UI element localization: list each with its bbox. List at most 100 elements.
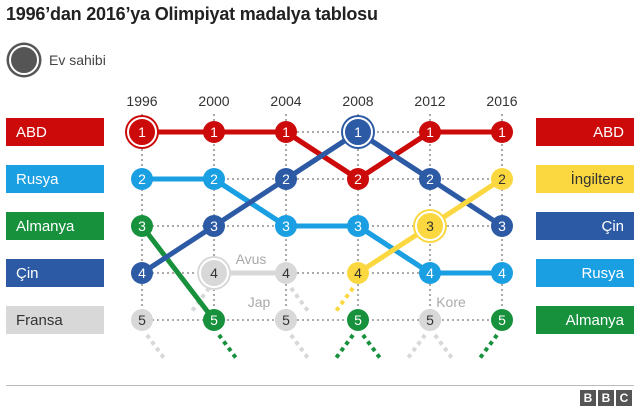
rank-point [275,262,297,284]
rank-point-label: 5 [426,312,434,328]
rank-point-label: 1 [210,124,218,140]
rank-point [419,168,441,190]
rank-point [203,309,225,331]
rank-point [275,215,297,237]
team-label-left-box [6,165,104,193]
host-ring-inner [199,258,229,288]
series-dropout-dotted [406,333,427,360]
rank-point-label: 2 [426,171,434,187]
bbc-logo: B B C [580,390,632,406]
team-label-left-box [6,259,104,287]
rank-point [491,121,513,143]
series-dropout-dotted [361,333,382,360]
rank-point-label: 5 [354,312,362,328]
rank-point [347,309,369,331]
rank-point [347,215,369,237]
country-annotation: Jap [248,294,271,310]
rank-point-label: 1 [426,124,434,140]
team-label-right: İngiltere [571,170,624,188]
chart-title: 1996’dan 2016’ya Olimpiyat madalya tablo… [6,4,378,24]
series-dropout-dotted [334,286,355,313]
host-ring-inner [415,211,445,241]
rank-point [131,309,153,331]
rank-point-label: 4 [426,265,434,281]
rank-point [131,121,153,143]
rank-point [275,168,297,190]
rank-point-label: 3 [282,218,290,234]
team-label-left: ABD [16,124,47,141]
rank-point-label: 2 [498,171,506,187]
team-label-right: Almanya [566,312,625,329]
bbc-logo-letter: C [616,390,632,406]
team-label-right: Çin [601,218,624,235]
bbc-logo-letter: B [598,390,614,406]
team-label-left-box [6,306,104,334]
rank-point-label: 4 [498,265,506,281]
team-label-right: Rusya [581,265,624,282]
medal-rank-chart: 1112112233443555432123545432544551996200… [6,93,634,360]
rank-point-label: 5 [282,312,290,328]
host-ring-icon [9,45,39,75]
rank-point-label: 5 [498,312,506,328]
series-dropout-dotted [433,333,454,360]
series-dropout-dotted [289,333,310,360]
series-dropout-dotted [289,286,310,313]
rank-point [347,262,369,284]
rank-point-label: 3 [498,218,506,234]
rank-point [203,168,225,190]
rank-point-label: 5 [210,312,218,328]
rank-point [419,121,441,143]
x-tick-label: 2004 [270,93,301,109]
rank-point-label: 2 [282,171,290,187]
team-label-right: ABD [593,124,624,141]
legend-host-label: Ev sahibi [49,52,106,68]
label-layer: 1996 2000 2004 2008 2012 2016 ABD Rusya Almanya Ç… [6,93,634,334]
point-layer: 111211223344355543212354543254455 [125,115,513,331]
rank-point [131,215,153,237]
rank-point [419,215,441,237]
series-dropout-dotted [217,333,238,360]
rank-point-label: 1 [282,124,290,140]
country-annotation: Avus [236,251,267,267]
rank-point [131,168,153,190]
rank-point-label: 5 [138,312,146,328]
x-tick-label: 2000 [198,93,229,109]
rank-point [131,262,153,284]
rank-point [275,121,297,143]
team-label-right-box [536,259,634,287]
rank-point-label: 4 [282,265,290,281]
rank-point-label: 4 [354,265,362,281]
team-label-left: Rusya [16,171,59,188]
x-tick-label: 1996 [126,93,157,109]
x-tick-label: 2016 [486,93,517,109]
team-label-right-box [536,118,634,146]
rank-point-label: 2 [354,171,362,187]
series-line [139,223,217,323]
rank-point [491,309,513,331]
rank-point-label: 2 [138,171,146,187]
legend: Ev sahibi [6,44,106,76]
team-label-left: Almanya [16,218,75,235]
series-dropout-dotted [478,333,499,360]
rank-point [275,309,297,331]
series-dropout-dotted [334,333,355,360]
team-label-left: Fransa [16,312,63,329]
series-line [139,223,217,276]
bbc-logo-letter: B [580,390,596,406]
rank-point [419,262,441,284]
rank-point-label: 4 [210,265,218,281]
team-label-left-box [6,118,104,146]
rank-point-label: 1 [354,124,362,140]
team-label-right-box [536,212,634,240]
rank-point-label: 3 [138,218,146,234]
rank-point-label: 3 [426,218,434,234]
series-line [211,176,289,229]
rank-point [347,168,369,190]
team-label-right-box [536,306,634,334]
rank-point [491,262,513,284]
host-ring-inner [343,117,373,147]
team-label-right-box [536,165,634,193]
rank-point [203,262,225,284]
rank-point-label: 1 [138,124,146,140]
rank-point-label: 3 [354,218,362,234]
